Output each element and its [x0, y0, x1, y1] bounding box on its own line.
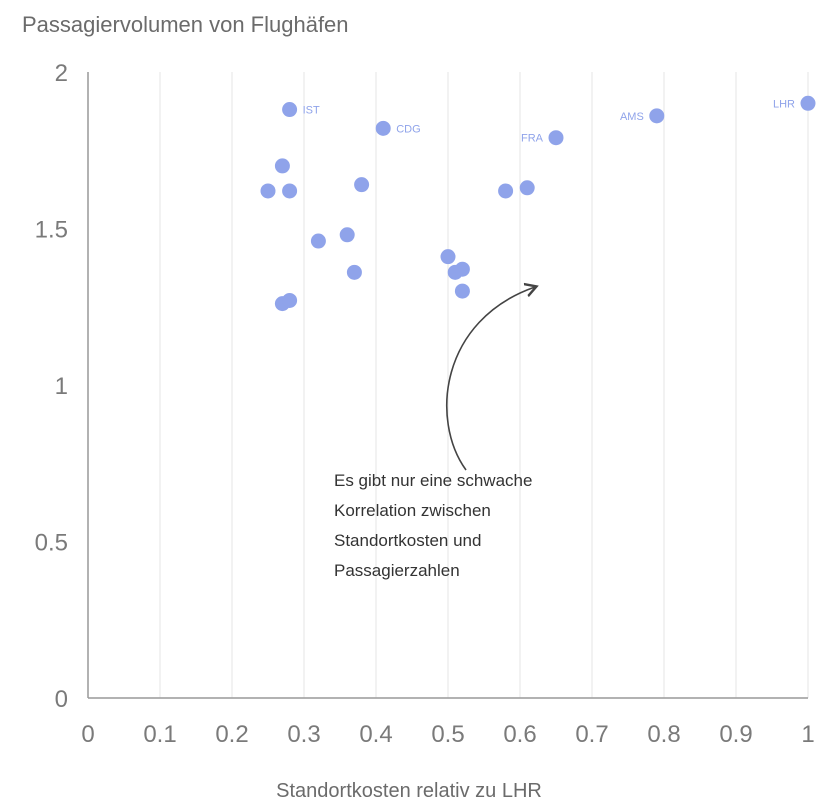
chart-title: Passagiervolumen von Flughäfen [22, 12, 349, 37]
data-point [440, 249, 456, 265]
y-tick-label: 0 [55, 686, 68, 713]
point-label: FRA [521, 133, 544, 145]
data-point [800, 95, 816, 111]
x-tick-label: 0.9 [719, 721, 752, 748]
point-label: IST [303, 105, 320, 117]
data-point [519, 180, 535, 196]
data-point [282, 183, 298, 199]
y-tick-label: 2 [55, 60, 68, 87]
x-tick-label: 0.8 [647, 721, 680, 748]
data-point [282, 292, 298, 308]
x-tick-labels: 0 0.1 0.2 0.3 0.4 0.5 0.6 0.7 0.8 0.9 1 [81, 721, 814, 748]
point-label: CDG [396, 123, 420, 135]
annotation-line: Passagierzahlen [334, 561, 460, 580]
data-point [354, 177, 370, 193]
grid-lines [159, 72, 809, 698]
x-tick-label: 0.5 [431, 721, 464, 748]
y-tick-label: 0.5 [35, 530, 68, 557]
annotation-text: Es gibt nur eine schwache Korrelation zw… [334, 466, 654, 586]
data-point [274, 158, 290, 174]
data-point [310, 233, 326, 249]
x-tick-label: 0.4 [359, 721, 392, 748]
x-tick-label: 0.1 [143, 721, 176, 748]
x-tick-label: 0.3 [287, 721, 320, 748]
data-points: IST CDG FRA AMS LHR [260, 95, 816, 312]
y-tick-label: 1 [55, 373, 68, 400]
x-tick-label: 0.2 [215, 721, 248, 748]
x-tick-label: 0.6 [503, 721, 536, 748]
data-point [282, 102, 298, 118]
annotation-line: Standortkosten und [334, 531, 482, 550]
x-tick-label: 0 [81, 721, 94, 748]
data-point [498, 183, 514, 199]
y-tick-labels: 0 0.5 1 1.5 2 [35, 60, 68, 713]
axes [87, 72, 808, 699]
data-point [454, 283, 470, 299]
annotation-line: Es gibt nur eine schwache [334, 471, 533, 490]
x-tick-label: 0.7 [575, 721, 608, 748]
x-tick-label: 1 [801, 721, 814, 748]
x-axis-label: Standortkosten relativ zu LHR [276, 780, 542, 802]
point-label: LHR [773, 98, 795, 110]
data-point [649, 108, 665, 124]
annotation-arrow [445, 287, 535, 471]
y-tick-label: 1.5 [35, 217, 68, 244]
annotation-line: Korrelation zwischen [334, 501, 491, 520]
data-point [260, 183, 276, 199]
data-point [454, 261, 470, 277]
data-point [548, 130, 564, 146]
data-point [339, 227, 355, 243]
data-point [375, 120, 391, 136]
point-label: AMS [620, 111, 644, 123]
data-point [346, 264, 362, 280]
